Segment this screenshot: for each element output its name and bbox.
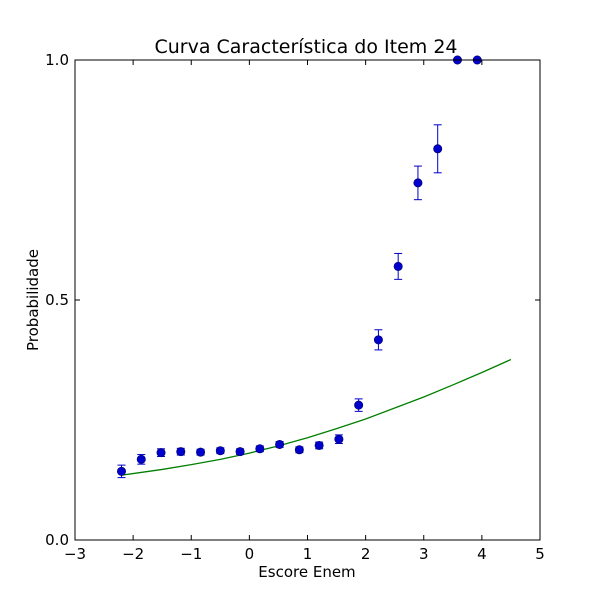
x-tick-label-5: 2 (361, 545, 371, 563)
data-point-11 (334, 434, 344, 444)
x-tick-label-0: −3 (64, 545, 86, 563)
data-point-16 (433, 144, 443, 154)
x-tick-label-8: 5 (535, 545, 545, 563)
data-point-1 (136, 454, 146, 464)
data-point-10 (314, 440, 324, 450)
x-tick-label-6: 3 (419, 545, 429, 563)
data-point-14 (393, 261, 403, 271)
plot-area: −3 −2 −1 0 1 2 3 4 5 0.0 0.5 1.0 (45, 51, 545, 563)
x-tick-label-1: −2 (122, 545, 144, 563)
data-point-12 (354, 400, 364, 410)
x-tick-label-3: 0 (245, 545, 255, 563)
data-point-8 (275, 439, 285, 449)
y-axis-label: Probabilidade (24, 249, 42, 351)
data-point-13 (373, 335, 383, 345)
data-point-3 (176, 447, 186, 457)
data-point-15 (413, 178, 423, 188)
data-point-4 (196, 447, 206, 457)
data-point-6 (235, 447, 245, 457)
model-curve-line (121, 358, 512, 476)
y-tick-label-0: 0.0 (45, 531, 69, 549)
x-axis-label: Escore Enem (258, 563, 355, 581)
x-tick-label-7: 4 (477, 545, 487, 563)
y-tick-label-2: 1.0 (45, 51, 69, 69)
data-point-2 (156, 448, 166, 458)
data-point-9 (294, 445, 304, 455)
chart-title: Curva Característica do Item 24 (154, 36, 457, 58)
axes-frame (74, 59, 541, 541)
data-point-7 (255, 444, 265, 454)
x-tick-label-2: −1 (180, 545, 202, 563)
y-tick-label-1: 0.5 (45, 291, 69, 309)
data-point-0 (117, 466, 127, 476)
x-tick-label-4: 1 (303, 545, 313, 563)
data-point-5 (215, 446, 225, 456)
